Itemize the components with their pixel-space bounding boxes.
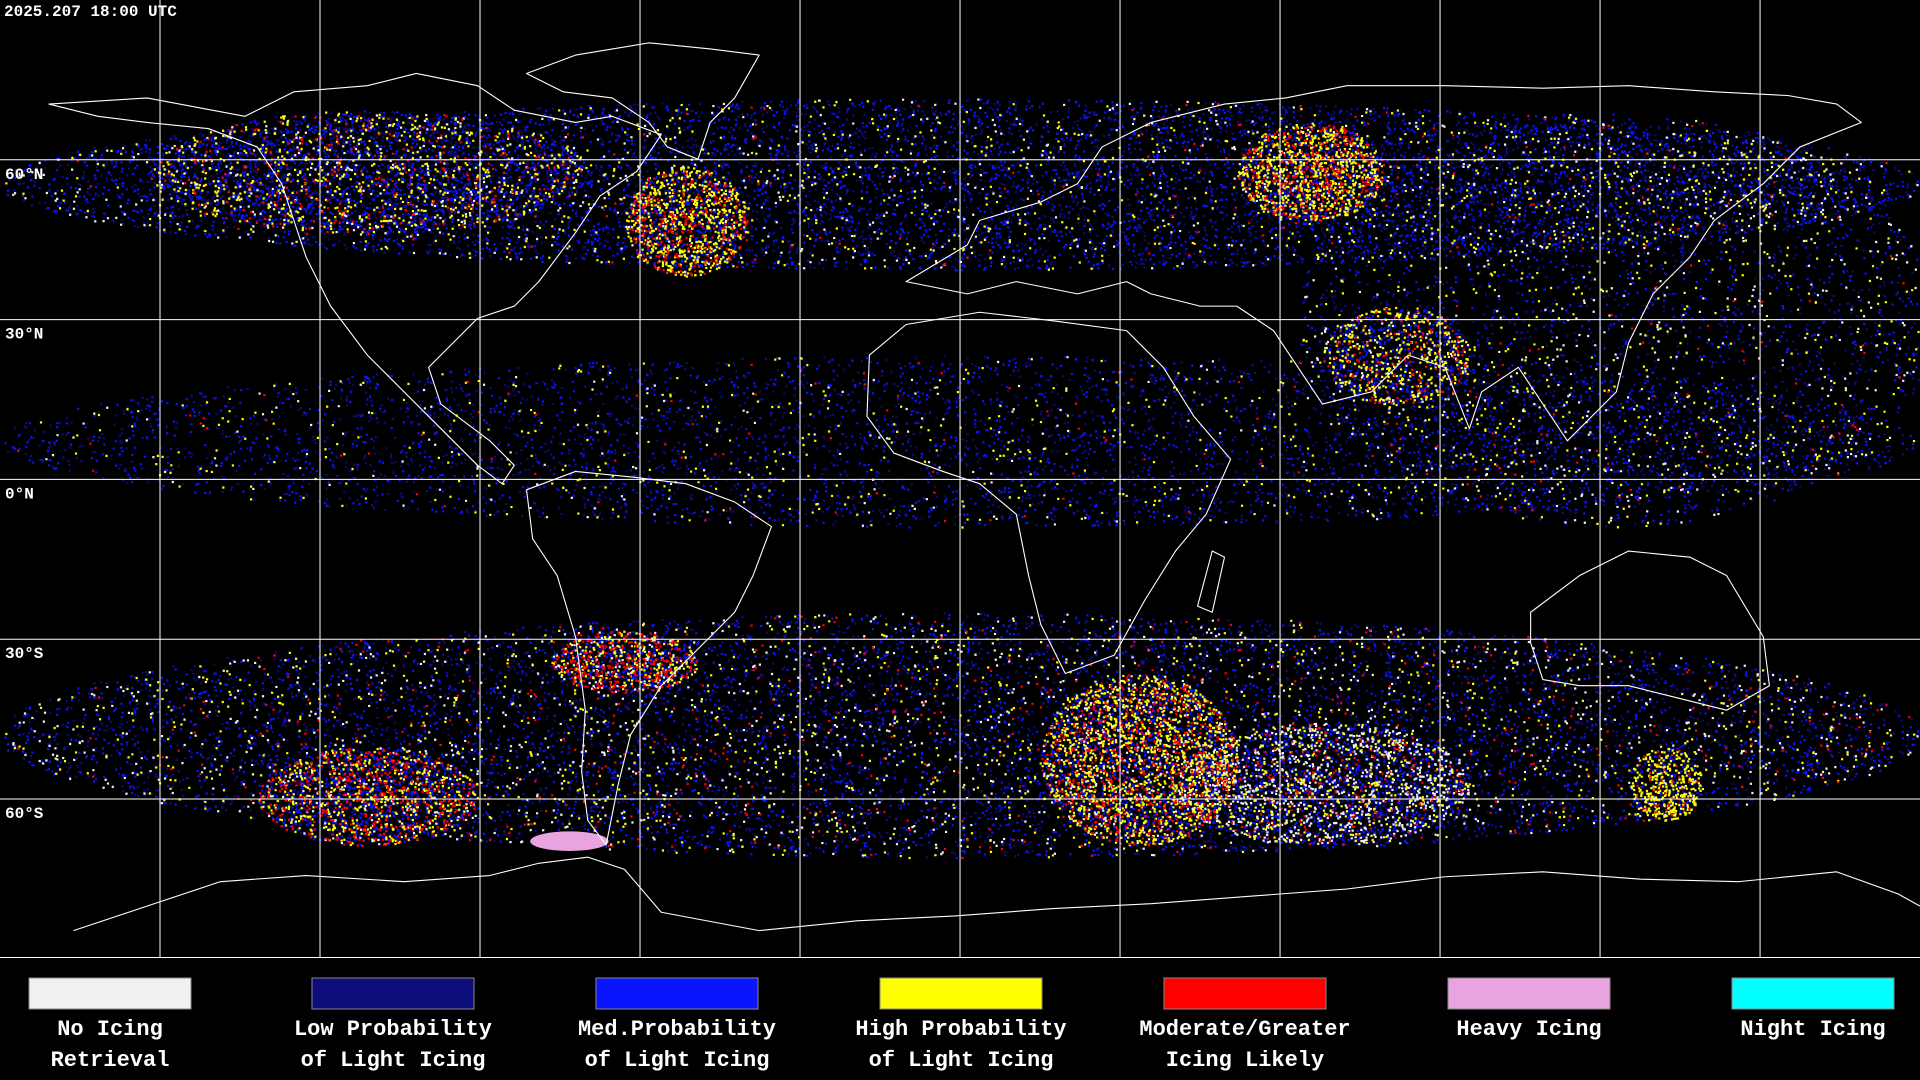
legend-swatch [1731, 977, 1895, 1010]
eurasia [906, 86, 1861, 441]
legend-swatch [1447, 977, 1611, 1010]
latitude-labels: 60°N 30°N 0°N 30°S 60°S [5, 166, 44, 823]
latitude-label: 30°N [5, 326, 43, 344]
legend-label: High Probability [855, 1017, 1066, 1042]
coastlines [49, 43, 1920, 931]
australia [1531, 551, 1770, 710]
madagascar [1198, 551, 1225, 612]
map [0, 0, 1920, 958]
legend-label: No Icing [57, 1017, 163, 1042]
legend-label: Low Probability [294, 1017, 492, 1042]
icing-field [4, 98, 1920, 860]
legend-label: of Light Icing [301, 1048, 486, 1073]
legend-label: Med.Probability [578, 1017, 776, 1042]
graticule [0, 0, 1920, 958]
latitude-label: 30°S [5, 645, 44, 663]
icing-speckles [4, 98, 1919, 859]
latitude-label: 0°N [5, 485, 34, 503]
greenland [527, 43, 760, 159]
heavy-icing-patch [530, 831, 609, 852]
latitude-label: 60°N [5, 166, 43, 184]
timestamp: 2025.207 18:00 UTC [4, 3, 177, 21]
legend-label: Heavy Icing [1456, 1017, 1601, 1042]
legend-swatch [1163, 977, 1327, 1010]
legend-label: Icing Likely [1166, 1048, 1324, 1073]
legend-label: of Light Icing [585, 1048, 770, 1073]
legend-label: of Light Icing [869, 1048, 1054, 1073]
north-america [49, 73, 661, 483]
antarctica [73, 857, 1920, 930]
legend-label: Moderate/Greater [1139, 1017, 1350, 1042]
legend-swatch [311, 977, 475, 1010]
icing-speckles [5, 98, 1920, 860]
legend: No Icing Retrieval Low Probability of Light… [28, 977, 1895, 1073]
latitude-label: 60°S [5, 805, 44, 823]
legend-swatch [28, 977, 192, 1010]
legend-label: Night Icing [1740, 1017, 1885, 1042]
legend-swatch [879, 977, 1043, 1010]
africa [867, 312, 1231, 673]
legend-label: Retrieval [51, 1048, 170, 1073]
south-america [527, 471, 772, 844]
legend-swatch [595, 977, 759, 1010]
